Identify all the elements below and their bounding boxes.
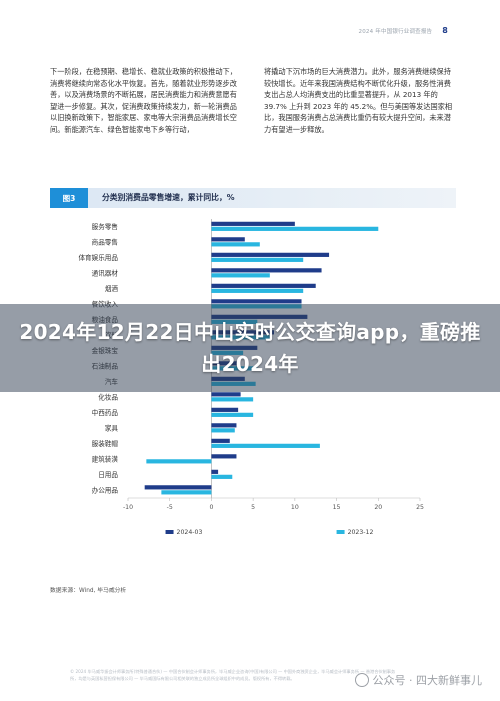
bar-2024-03 — [211, 221, 295, 226]
category-label: 体育娱乐用品 — [78, 253, 118, 262]
bar-chart: 服务零售商品零售体育娱乐用品通讯器材烟酒餐饮收入粮油食品饮料金银珠宝石油制品汽车… — [78, 219, 424, 536]
bar-2023-12 — [211, 412, 254, 417]
bar-2023-12 — [211, 474, 233, 479]
bar-2023-12 — [161, 490, 212, 495]
body-text-left-column: 下一阶段，在稳预期、稳增长、稳就业政策的积极推动下，消费将继续向常态化水平恢复。… — [50, 66, 240, 136]
category-label: 建筑装潢 — [92, 455, 119, 464]
page-number: 8 — [442, 26, 448, 35]
bar-2023-12 — [211, 242, 260, 247]
figure-title-bar: 图3 分类别消费品零售增速，累计同比，% — [50, 188, 456, 208]
x-tick-label: 5 — [251, 504, 255, 511]
category-label: 商品零售 — [92, 238, 118, 247]
legend-label: 2023-12 — [348, 529, 374, 536]
bar-2023-12 — [211, 288, 304, 293]
bar-2024-03 — [211, 438, 230, 443]
body-text-right-column: 将撬动下沉市场的巨大消费潜力。此外，服务消费继续保持较快增长。近年来我国消费结构… — [264, 66, 454, 136]
bar-2024-03 — [211, 283, 316, 288]
x-tick-label: 25 — [416, 504, 424, 511]
bar-2024-03 — [211, 299, 302, 304]
bar-2024-03 — [211, 454, 237, 459]
watermark-logo-icon — [354, 673, 369, 687]
category-label: 中西药品 — [92, 408, 119, 417]
report-title: 2024 年中国银行业调查报告 — [358, 29, 433, 35]
category-label: 服务零售 — [92, 222, 118, 231]
bar-2023-12 — [211, 443, 320, 448]
x-tick-label: 10 — [291, 504, 299, 511]
category-label: 家具 — [105, 424, 119, 433]
page-header: 2024 年中国银行业调查报告 8 — [359, 26, 448, 35]
category-label: 日用品 — [98, 471, 118, 479]
category-label: 烟酒 — [105, 284, 119, 293]
bar-2024-03 — [211, 423, 237, 428]
x-tick-label: -5 — [167, 504, 173, 511]
figure-title: 分类别消费品零售增速，累计同比，% — [102, 193, 235, 202]
legend-label: 2024-03 — [177, 529, 203, 536]
figure-tag: 图3 — [50, 188, 88, 208]
watermark-text: 公众号 · 四大新鲜事儿 — [372, 674, 483, 687]
watermark: 公众号 · 四大新鲜事儿 — [354, 672, 483, 688]
x-tick-label: 15 — [333, 504, 341, 511]
body-paragraph-right: 将撬动下沉市场的巨大消费潜力。此外，服务消费继续保持较快增长。近年来我国消费结构… — [264, 67, 453, 134]
x-tick-label: 0 — [209, 504, 213, 511]
bar-2023-12 — [211, 428, 235, 433]
bar-2023-12 — [211, 226, 379, 231]
bar-2024-03 — [211, 407, 239, 412]
bar-2023-12 — [211, 273, 270, 278]
x-tick-label: 20 — [374, 504, 382, 511]
figure-source: 数据来源：Wind, 毕马威分析 — [50, 588, 127, 594]
bar-2024-03 — [211, 469, 219, 474]
x-tick-label: -10 — [123, 504, 133, 511]
bar-2024-03 — [211, 252, 330, 257]
bar-2023-12 — [146, 459, 212, 464]
category-label: 办公用品 — [92, 486, 119, 495]
bar-2023-12 — [211, 397, 254, 402]
bar-2023-12 — [211, 257, 304, 262]
category-label: 化妆品 — [98, 393, 118, 402]
bar-2024-03 — [211, 268, 322, 273]
legend-swatch — [165, 530, 174, 534]
page-footer: © 2024 毕马威华振会计师事务所(特殊普通合伙) — 中国合伙制会计师事务所… — [70, 669, 396, 681]
bar-2024-03 — [211, 237, 245, 242]
legend-swatch — [336, 530, 345, 534]
category-label: 通讯器材 — [92, 269, 119, 278]
overlay-banner: 2024年12月22日中山实时公交查询app，重磅推出2024年 — [0, 304, 500, 392]
body-paragraph-left: 下一阶段，在稳预期、稳增长、稳就业政策的积极推动下，消费将继续向常态化水平恢复。… — [50, 67, 237, 134]
category-label: 服装鞋帽 — [92, 439, 119, 448]
overlay-banner-text: 2024年12月22日中山实时公交查询app，重磅推出2024年 — [19, 320, 481, 376]
bar-2024-03 — [211, 392, 241, 397]
bar-2024-03 — [144, 485, 212, 490]
